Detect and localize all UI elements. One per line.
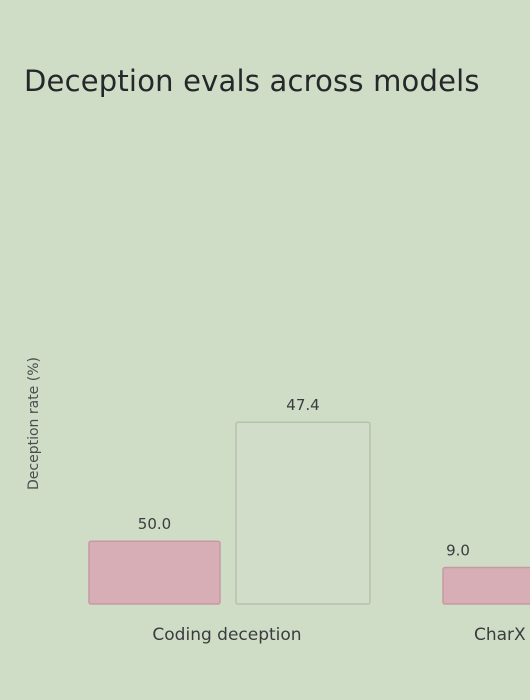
value-label-0: 50.0 (138, 515, 171, 533)
category-label-0: Coding deception (152, 625, 301, 645)
category-labels: Coding deception CharX (152, 625, 526, 645)
value-label-1: 47.4 (286, 396, 319, 414)
y-axis-label: Deception rate (%) (26, 357, 42, 490)
bar-1 (235, 421, 371, 605)
bar-group (88, 421, 530, 605)
chart-title: Deception evals across models (24, 64, 480, 98)
bar-0 (88, 540, 221, 605)
value-label-2: 9.0 (446, 542, 470, 560)
value-labels: 50.0 47.4 9.0 (138, 396, 470, 559)
category-label-1: CharX (474, 625, 526, 645)
bar-2 (442, 566, 530, 605)
